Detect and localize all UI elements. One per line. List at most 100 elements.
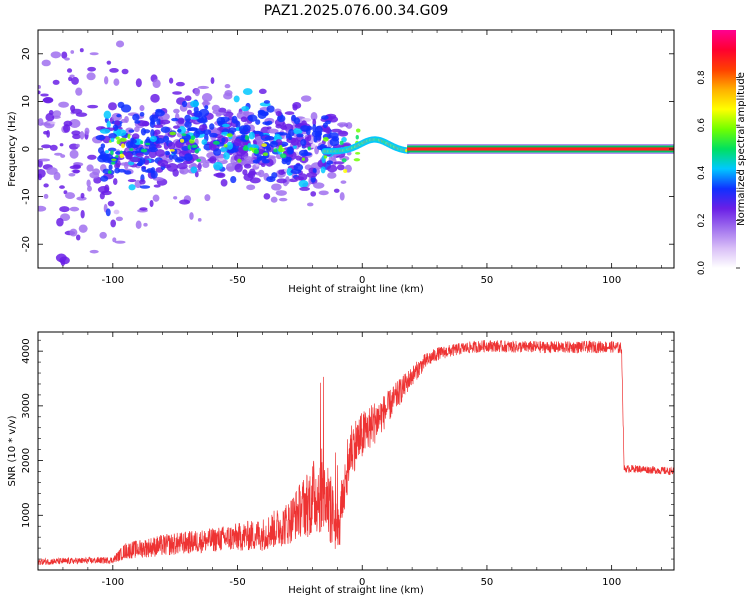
heatmap-blob <box>110 150 114 156</box>
heatmap-blob <box>280 125 288 130</box>
heatmap-blob <box>210 77 215 85</box>
heatmap-blob <box>140 140 144 145</box>
spectrogram-x-tick-label: 100 <box>602 275 621 286</box>
heatmap-blob <box>150 129 155 138</box>
heatmap-blob <box>176 162 188 170</box>
heatmap-blob <box>110 219 117 228</box>
heatmap-blob <box>64 57 70 61</box>
heatmap-blob <box>266 176 276 183</box>
heatmap-blob <box>261 159 270 164</box>
heatmap-blob <box>242 146 249 151</box>
heatmap-blob <box>61 51 68 59</box>
heatmap-blob <box>168 141 176 150</box>
heatmap-blob <box>292 144 297 149</box>
heatmap-blob <box>75 234 81 241</box>
heatmap-blob <box>242 88 253 96</box>
heatmap-blob <box>113 178 118 186</box>
heatmap-blob <box>187 127 198 131</box>
snr-series-line <box>38 340 674 566</box>
heatmap-blob <box>267 128 279 134</box>
heatmap-blob <box>116 129 127 137</box>
heatmap-blob <box>160 126 171 133</box>
snr-y-tick-label: 3000 <box>21 393 32 418</box>
snr-x-tick-label: -100 <box>101 577 124 588</box>
heatmap-blob <box>72 133 81 140</box>
heatmap-blob <box>213 161 223 171</box>
heatmap-blob <box>259 131 264 137</box>
heatmap-blob <box>209 123 215 130</box>
heatmap-blob <box>217 107 227 114</box>
heatmap-blob <box>278 197 288 202</box>
heatmap-blob <box>108 133 117 139</box>
spectrogram-heatmap <box>38 40 674 266</box>
heatmap-blob <box>292 104 298 111</box>
heatmap-blob <box>131 139 137 144</box>
heatmap-blob <box>284 111 295 115</box>
heatmap-blob <box>148 146 158 153</box>
heatmap-blob <box>124 115 129 123</box>
heatmap-blob <box>231 115 238 124</box>
heatmap-blob <box>213 148 222 156</box>
colorbar-tick-label: 0.8 <box>697 70 707 85</box>
heatmap-blob <box>224 89 233 97</box>
heatmap-blob <box>102 156 112 163</box>
colorbar-tick-label: 0.0 <box>697 261 707 276</box>
heatmap-blob <box>242 169 248 176</box>
heatmap-blob <box>249 147 254 151</box>
heatmap-blob <box>217 127 224 131</box>
heatmap-blob <box>66 68 73 73</box>
heatmap-blob <box>134 120 141 124</box>
heatmap-blob <box>321 115 329 120</box>
heatmap-blob <box>140 148 148 153</box>
spectrogram-xlabel: Height of straight line (km) <box>288 284 424 295</box>
heatmap-blob <box>193 130 201 138</box>
heatmap-blob <box>225 166 237 171</box>
heatmap-blob <box>312 118 317 127</box>
heatmap-blob <box>184 153 193 162</box>
heatmap-blob <box>52 79 60 85</box>
spectrogram-y-tick-label: -10 <box>21 188 32 204</box>
heatmap-blob <box>171 117 179 122</box>
heatmap-blob <box>127 133 131 139</box>
heatmap-blob <box>318 190 329 196</box>
heatmap-blob <box>150 170 158 179</box>
heatmap-blob <box>115 154 119 158</box>
heatmap-blob <box>135 78 142 88</box>
heatmap-blob <box>168 154 174 160</box>
snr-x-tick-label: 50 <box>481 577 494 588</box>
heatmap-blob <box>243 163 252 169</box>
heatmap-blob <box>128 161 135 166</box>
heatmap-blob <box>184 114 192 122</box>
heatmap-blob <box>71 76 79 85</box>
heatmap-blob <box>179 199 191 205</box>
heatmap-blob <box>204 194 211 202</box>
heatmap-blob <box>136 162 143 166</box>
heatmap-blob <box>38 158 51 162</box>
heatmap-blob <box>108 102 117 111</box>
heatmap-blob <box>106 60 112 65</box>
heatmap-blob <box>269 140 279 148</box>
heatmap-blob <box>230 176 237 184</box>
heatmap-blob <box>59 143 64 147</box>
heatmap-blob <box>143 129 151 134</box>
heatmap-blob <box>307 146 312 151</box>
heatmap-blob <box>159 119 171 125</box>
heatmap-blob <box>116 139 121 145</box>
heatmap-blob <box>43 130 49 135</box>
heatmap-blob <box>68 172 76 177</box>
heatmap-blob <box>48 110 54 116</box>
heatmap-blob <box>59 206 70 213</box>
heatmap-blob <box>355 151 361 155</box>
heatmap-blob <box>84 127 90 136</box>
heatmap-blob <box>89 52 99 56</box>
heatmap-blob <box>258 110 263 116</box>
heatmap-blob <box>79 130 85 140</box>
heatmap-blob <box>298 149 309 157</box>
heatmap-blob <box>58 101 69 108</box>
colorbar: 0.0 0.2 0.4 0.6 0.8 Normalized spectral ampl… <box>697 30 747 275</box>
heatmap-blob <box>173 108 180 114</box>
heatmap-blob <box>115 40 125 48</box>
heatmap-blob <box>70 50 75 54</box>
figure-title: PAZ1.2025.076.00.34.G09 <box>264 3 449 19</box>
heatmap-blob <box>45 113 55 122</box>
